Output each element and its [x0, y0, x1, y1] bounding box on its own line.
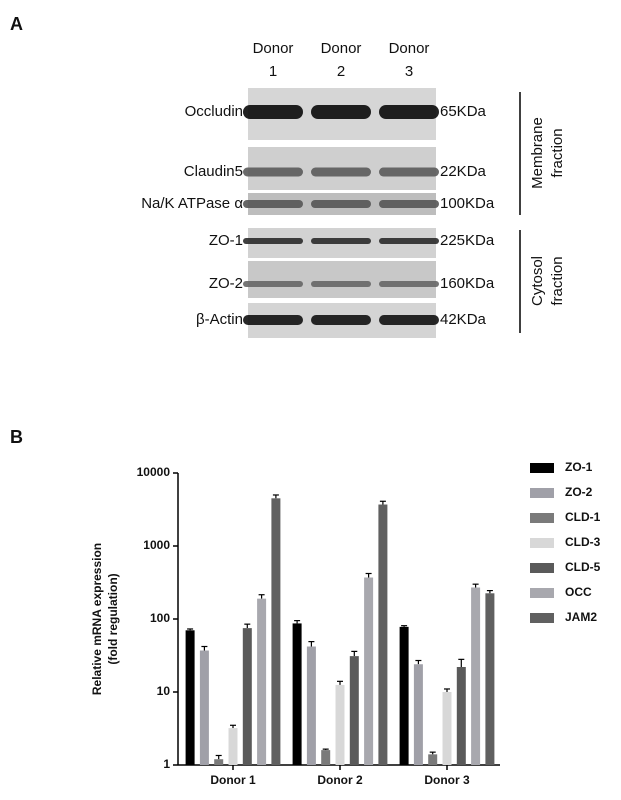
blot-band — [243, 105, 303, 119]
blot-band — [311, 105, 371, 119]
y-axis-label: Relative mRNA expression — [90, 543, 104, 695]
blot-band — [311, 315, 371, 325]
legend-swatch — [530, 513, 554, 523]
x-tick-label: Donor 2 — [317, 773, 363, 787]
row-label: Claudin5 — [184, 163, 243, 180]
lane-number: 3 — [405, 63, 413, 80]
bar — [228, 728, 238, 765]
size-label: 22KDa — [440, 163, 487, 180]
size-label: 100KDa — [440, 195, 495, 212]
fraction-label: fraction — [549, 256, 566, 305]
blot-band — [311, 281, 371, 287]
size-label: 42KDa — [440, 311, 487, 328]
legend-label: JAM2 — [565, 610, 597, 624]
bar — [413, 664, 423, 765]
blot-band — [243, 200, 303, 208]
row-label: ZO-2 — [209, 275, 243, 292]
bar — [185, 630, 195, 765]
blot-strip — [248, 261, 436, 298]
fraction-label: Cytosol — [529, 256, 546, 306]
blot-band — [379, 200, 439, 208]
blot-band — [379, 105, 439, 119]
bar — [349, 656, 359, 765]
panel-label: B — [10, 427, 23, 447]
blot-band — [311, 200, 371, 208]
bar — [321, 750, 331, 765]
bar — [199, 650, 209, 765]
legend-swatch — [530, 463, 554, 473]
bar — [292, 623, 302, 765]
bar — [271, 498, 281, 765]
blot-band — [243, 238, 303, 244]
bar — [242, 628, 252, 765]
bar — [335, 684, 345, 765]
legend-swatch — [530, 488, 554, 498]
bar — [306, 646, 316, 765]
y-tick-label: 1000 — [143, 538, 170, 552]
panel-label: A — [10, 14, 23, 34]
bar — [214, 759, 224, 765]
legend-swatch — [530, 613, 554, 623]
bar — [456, 667, 466, 765]
y-tick-label: 10 — [157, 684, 171, 698]
blot-band — [379, 281, 439, 287]
lane-label: Donor — [321, 40, 362, 57]
legend-label: ZO-2 — [565, 485, 593, 499]
size-label: 225KDa — [440, 232, 495, 249]
y-tick-label: 100 — [150, 611, 170, 625]
legend-label: CLD-3 — [565, 535, 601, 549]
lane-number: 2 — [337, 63, 345, 80]
bar — [442, 692, 452, 765]
size-label: 65KDa — [440, 103, 487, 120]
legend-swatch — [530, 588, 554, 598]
bar — [485, 593, 495, 765]
row-label: Na/K ATPase α — [141, 195, 243, 212]
bar — [399, 626, 409, 765]
blot-band — [243, 315, 303, 325]
lane-label: Donor — [389, 40, 430, 57]
lane-number: 1 — [269, 63, 277, 80]
bar — [471, 587, 481, 765]
fraction-label: Membrane — [529, 117, 546, 189]
blot-band — [379, 167, 439, 177]
row-label: β-Actin — [196, 311, 243, 328]
bar — [378, 504, 388, 765]
y-axis-label: (fold regulation) — [106, 573, 120, 664]
x-tick-label: Donor 3 — [424, 773, 470, 787]
blot-band — [379, 315, 439, 325]
legend-label: CLD-5 — [565, 560, 601, 574]
legend-label: OCC — [565, 585, 592, 599]
bar — [428, 754, 438, 765]
y-tick-label: 1 — [163, 757, 170, 771]
legend-swatch — [530, 563, 554, 573]
row-label: Occludin — [185, 103, 243, 120]
legend-label: CLD-1 — [565, 510, 601, 524]
blot-band — [311, 167, 371, 177]
size-label: 160KDa — [440, 275, 495, 292]
bar — [257, 598, 267, 765]
blot-band — [243, 281, 303, 287]
legend-swatch — [530, 538, 554, 548]
x-tick-label: Donor 1 — [210, 773, 256, 787]
blot-band — [311, 238, 371, 244]
bar — [364, 577, 374, 765]
y-tick-label: 10000 — [137, 465, 171, 479]
fraction-label: fraction — [549, 128, 566, 177]
blot-band — [379, 238, 439, 244]
blot-band — [243, 167, 303, 177]
lane-label: Donor — [253, 40, 294, 57]
legend-label: ZO-1 — [565, 460, 593, 474]
row-label: ZO-1 — [209, 232, 243, 249]
